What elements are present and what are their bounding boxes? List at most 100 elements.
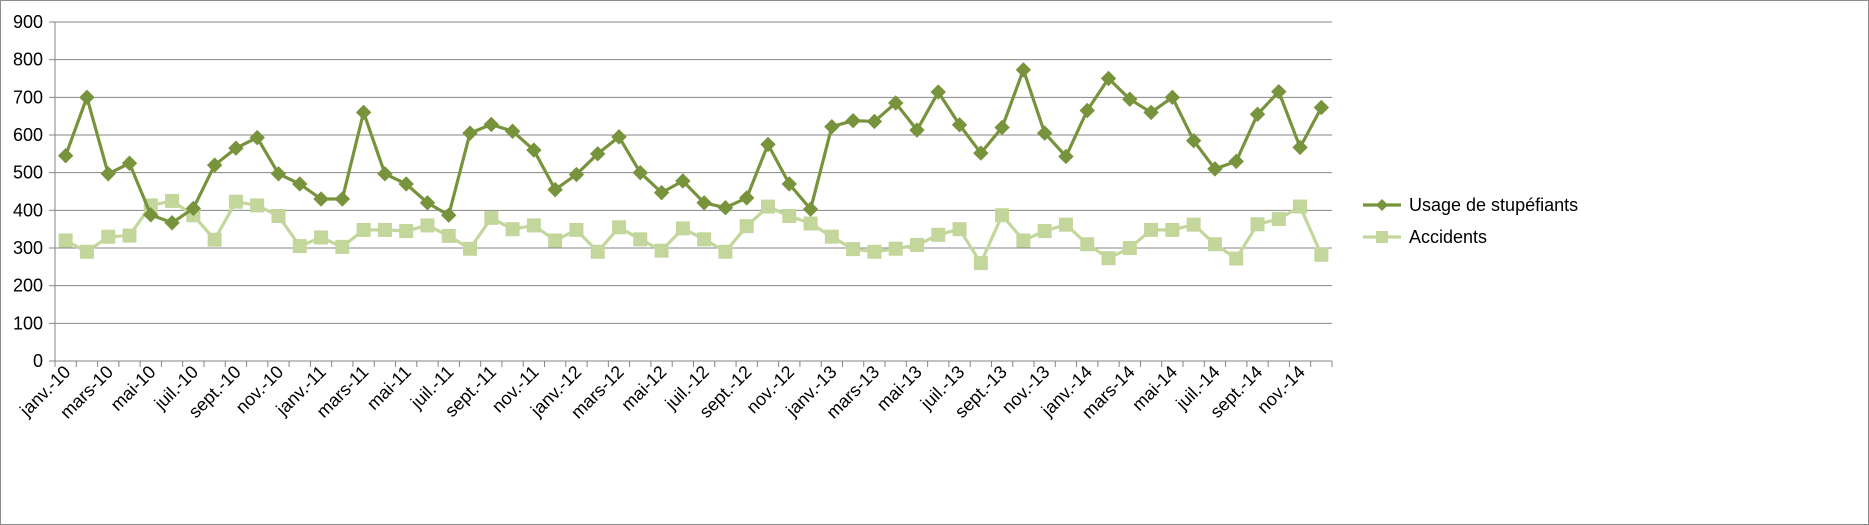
data-point <box>1079 102 1095 119</box>
data-point <box>697 232 712 247</box>
data-point <box>866 113 883 130</box>
data-point <box>526 218 541 233</box>
x-axis-tick-labels: janv.-10mars-10mai-10juil.-10sept.-10nov… <box>15 362 1309 423</box>
data-point <box>1292 139 1308 156</box>
data-point <box>867 244 882 259</box>
y-axis-tick-labels: 0 100 200 300 400 500 600 700 800 900 <box>13 12 43 371</box>
data-point <box>1015 62 1032 78</box>
data-point <box>483 116 500 133</box>
data-point <box>419 195 436 211</box>
data-point <box>1207 237 1222 252</box>
data-point <box>1207 161 1223 177</box>
y-tick-label: 800 <box>13 50 43 70</box>
axes <box>49 21 1333 367</box>
data-point <box>548 233 563 248</box>
legend-label: Usage de stupéfiants <box>1409 195 1578 215</box>
data-point <box>1250 217 1265 232</box>
data-point <box>973 145 989 161</box>
data-point <box>505 222 520 237</box>
data-point <box>612 220 627 235</box>
data-point <box>675 173 691 189</box>
data-point <box>57 148 74 164</box>
data-point <box>675 221 690 236</box>
data-point <box>1164 89 1181 106</box>
data-point <box>79 244 94 259</box>
data-point <box>717 199 734 216</box>
data-point <box>803 216 818 231</box>
series-accidents <box>58 193 1329 271</box>
data-point <box>79 89 95 106</box>
y-tick-label: 100 <box>13 313 43 333</box>
data-point <box>356 222 371 237</box>
data-point <box>1101 251 1116 266</box>
data-point <box>1122 241 1137 255</box>
data-point <box>1080 237 1095 252</box>
x-tick-label: mai-11 <box>363 362 415 414</box>
data-point <box>1185 132 1202 149</box>
data-point <box>1249 106 1266 122</box>
data-point <box>718 244 733 259</box>
data-point <box>824 229 839 244</box>
data-point <box>824 119 840 135</box>
data-point <box>653 184 670 201</box>
data-point <box>611 129 627 145</box>
x-tick-label: mai-14 <box>1128 362 1181 415</box>
data-point <box>292 176 308 192</box>
data-point <box>292 239 307 254</box>
data-point <box>1058 148 1074 165</box>
data-point <box>462 125 478 141</box>
data-point <box>1271 83 1287 100</box>
data-point <box>250 198 265 213</box>
y-tick-label: 700 <box>13 87 43 107</box>
data-point <box>314 230 329 245</box>
data-point <box>377 222 392 237</box>
data-point <box>547 181 563 198</box>
data-point <box>335 239 350 254</box>
data-point <box>122 228 137 243</box>
x-tick-label: mai-13 <box>873 362 926 415</box>
data-point <box>441 228 456 243</box>
data-point <box>420 218 435 233</box>
data-point <box>1186 217 1201 232</box>
data-point <box>1144 222 1159 237</box>
data-point <box>1036 125 1053 141</box>
data-point <box>590 146 606 162</box>
data-point <box>909 237 924 252</box>
data-point <box>207 232 222 247</box>
y-tick-label: 0 <box>33 351 43 371</box>
data-point <box>1313 99 1330 116</box>
data-point <box>951 117 968 133</box>
series-usage-de-stupefiants <box>57 62 1330 231</box>
data-point <box>165 193 180 208</box>
data-point <box>164 215 180 231</box>
data-point <box>845 112 861 129</box>
data-point <box>909 122 925 138</box>
data-point <box>504 123 521 139</box>
y-tick-label: 500 <box>13 163 43 183</box>
data-point <box>1314 247 1329 262</box>
data-point <box>313 191 329 207</box>
data-point <box>739 219 754 234</box>
data-point <box>1229 251 1244 266</box>
data-point <box>270 166 287 182</box>
data-point <box>632 164 648 181</box>
data-point <box>760 136 776 153</box>
data-point <box>802 201 819 217</box>
data-point <box>590 244 605 259</box>
data-point <box>377 166 393 182</box>
data-point <box>206 157 223 173</box>
data-point <box>931 227 946 242</box>
data-point <box>463 241 478 256</box>
data-point <box>760 199 775 214</box>
legend-label: Accidents <box>1409 227 1487 247</box>
legend-marker <box>1376 231 1388 243</box>
data-point <box>887 95 904 111</box>
data-point <box>143 207 159 223</box>
data-point <box>568 166 585 183</box>
y-tick-label: 900 <box>13 12 43 32</box>
data-point <box>58 233 73 248</box>
data-point <box>1122 91 1138 107</box>
data-point <box>1293 199 1308 214</box>
